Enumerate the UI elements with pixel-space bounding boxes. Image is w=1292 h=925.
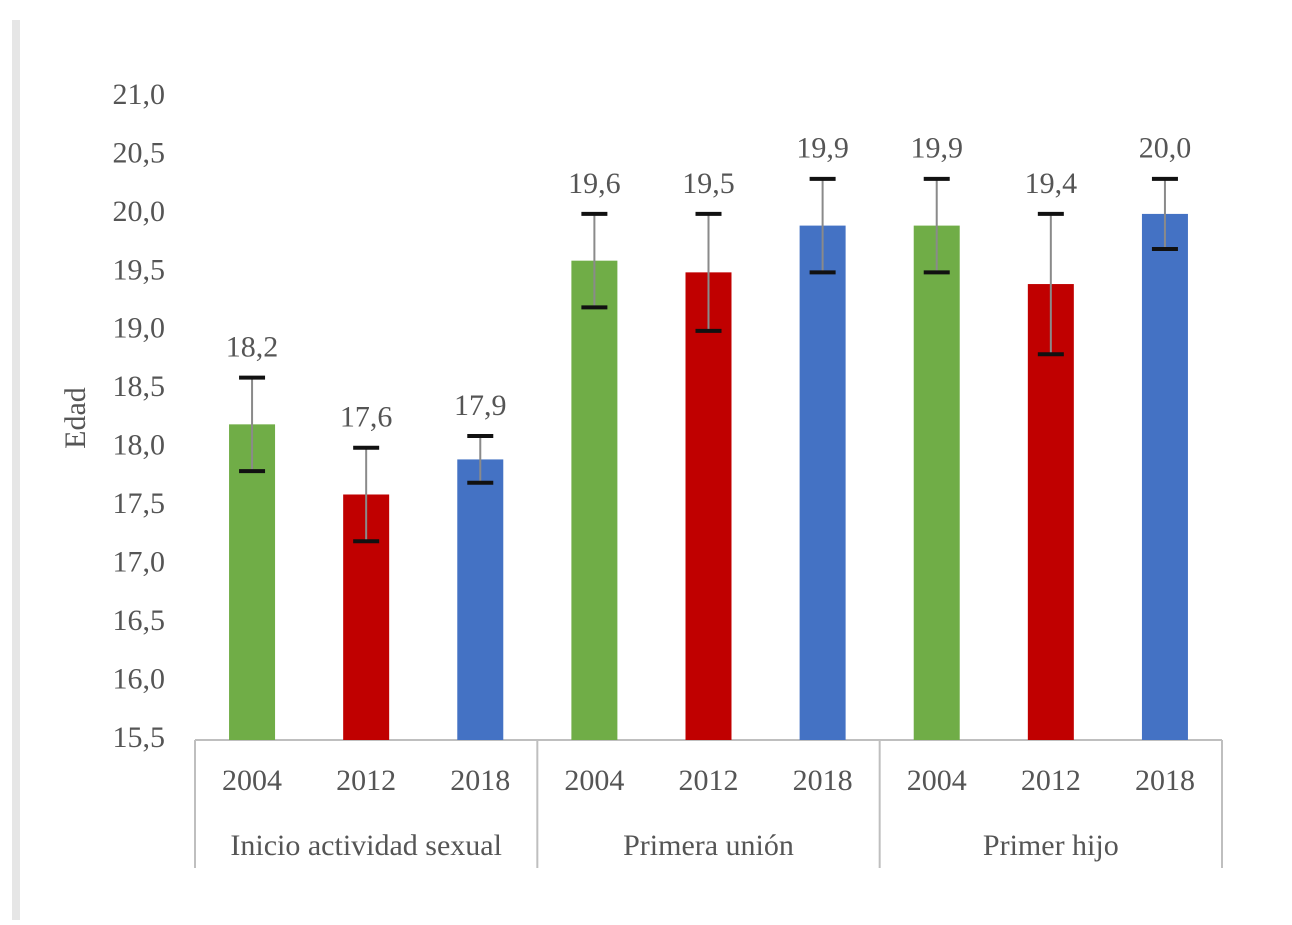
x-tick-label: 2018 — [1135, 764, 1195, 797]
value-label: 20,0 — [1139, 132, 1192, 165]
x-tick-label: 2018 — [450, 764, 510, 797]
value-label: 19,5 — [682, 167, 735, 200]
y-tick-label: 21,0 — [113, 78, 166, 111]
value-label: 19,6 — [568, 167, 621, 200]
x-tick-label: 2012 — [336, 764, 396, 797]
value-label: 18,2 — [226, 330, 279, 363]
bar — [1141, 213, 1188, 741]
y-tick-label: 18,0 — [113, 429, 166, 462]
y-tick-label: 19,0 — [113, 312, 166, 345]
value-label: 17,6 — [340, 401, 393, 434]
x-tick-label: 2012 — [1021, 764, 1081, 797]
y-tick-label: 20,5 — [113, 136, 166, 169]
bar — [457, 459, 504, 740]
group-label: Primer hijo — [983, 829, 1119, 862]
bar — [1027, 284, 1074, 740]
x-tick-label: 2004 — [564, 764, 624, 797]
bar — [685, 272, 732, 740]
y-tick-label: 19,5 — [113, 253, 166, 286]
bar — [571, 260, 618, 740]
y-tick-label: 20,0 — [113, 195, 166, 228]
value-label: 19,4 — [1025, 167, 1078, 200]
y-tick-label: 18,5 — [113, 370, 166, 403]
y-tick-label: 16,0 — [113, 662, 166, 695]
x-tick-label: 2004 — [907, 764, 967, 797]
y-axis-label: Edad — [59, 387, 92, 449]
group-label: Inicio actividad sexual — [230, 829, 502, 862]
side-strip — [12, 20, 20, 920]
value-label: 17,9 — [454, 389, 507, 422]
bar — [799, 225, 846, 741]
x-tick-label: 2012 — [679, 764, 739, 797]
group-label: Primera unión — [623, 829, 794, 862]
value-label: 19,9 — [796, 132, 849, 165]
value-label: 19,9 — [910, 132, 963, 165]
x-tick-label: 2004 — [222, 764, 282, 797]
bar — [229, 424, 276, 740]
y-tick-label: 17,0 — [113, 546, 166, 579]
y-tick-label: 17,5 — [113, 487, 166, 520]
y-tick-label: 16,5 — [113, 604, 166, 637]
x-tick-label: 2018 — [793, 764, 853, 797]
bar — [913, 225, 960, 741]
y-tick-label: 15,5 — [113, 721, 166, 754]
